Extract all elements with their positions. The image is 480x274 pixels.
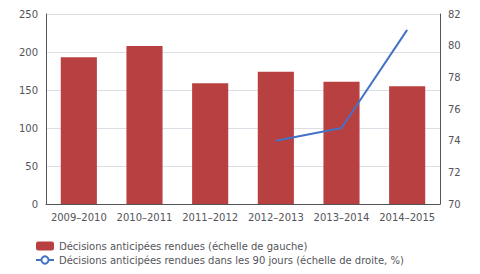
svg-text:100: 100	[19, 123, 38, 134]
svg-text:2012–2013: 2012–2013	[248, 212, 304, 223]
svg-text:2009–2010: 2009–2010	[51, 212, 107, 223]
svg-text:76: 76	[448, 104, 461, 115]
svg-text:Décisions anticipées rendues d: Décisions anticipées rendues dans les 90…	[59, 255, 404, 266]
svg-text:200: 200	[19, 47, 38, 58]
svg-text:70: 70	[448, 199, 461, 210]
svg-text:250: 250	[19, 9, 38, 20]
svg-text:2014–2015: 2014–2015	[379, 212, 435, 223]
svg-text:0: 0	[32, 199, 38, 210]
svg-text:50: 50	[25, 161, 38, 172]
svg-text:80: 80	[448, 40, 461, 51]
svg-text:150: 150	[19, 85, 38, 96]
svg-text:2013–2014: 2013–2014	[314, 212, 370, 223]
svg-text:2011–2012: 2011–2012	[182, 212, 238, 223]
svg-text:72: 72	[448, 167, 461, 178]
svg-text:Décisions anticipées rendues (: Décisions anticipées rendues (échelle de…	[59, 241, 307, 252]
svg-text:78: 78	[448, 72, 461, 83]
svg-text:82: 82	[448, 9, 461, 20]
svg-text:74: 74	[448, 135, 461, 146]
svg-text:2010–2011: 2010–2011	[117, 212, 173, 223]
